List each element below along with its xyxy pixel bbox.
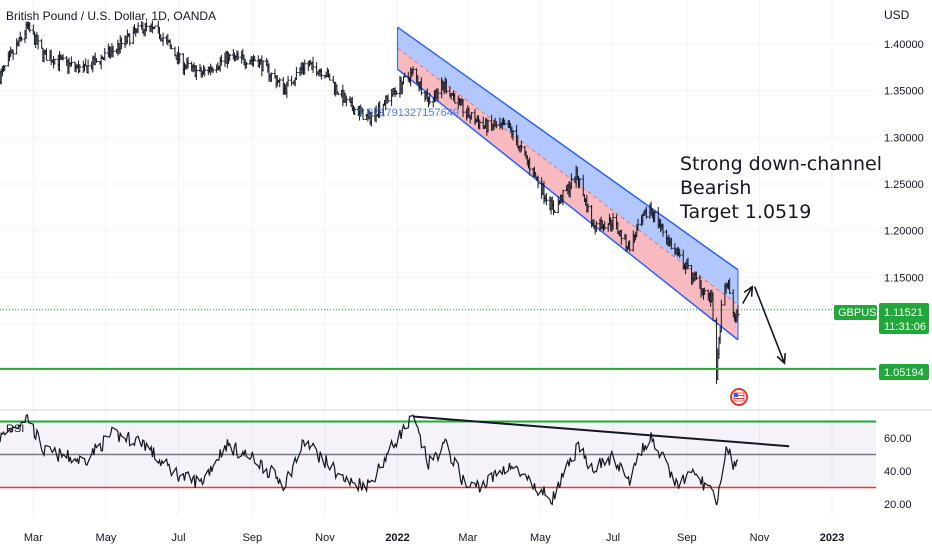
x-tick-label: Sep <box>677 532 697 544</box>
price-axis[interactable]: 1.40000 1.35000 1.30000 1.25000 1.20000 1.150… <box>884 39 924 511</box>
last-price: 1.11521 <box>884 307 923 319</box>
channel-upper-fill <box>397 27 738 305</box>
x-tick-label: Nov <box>750 532 770 544</box>
rsi-line <box>0 413 739 506</box>
grid <box>0 0 932 518</box>
projection-arrow-2-head <box>776 353 787 365</box>
target-badge <box>879 364 929 380</box>
annotation-note[interactable]: Strong down-channel Bearish Target 1.051… <box>679 153 882 223</box>
x-tick-label: Mar <box>458 532 477 544</box>
symbol-label: GBPUSD <box>838 307 885 319</box>
target-price-tag[interactable]: 1.05194 <box>879 364 929 380</box>
us-flag-icon[interactable] <box>730 388 748 406</box>
bar-countdown: 11:31:06 <box>884 321 926 333</box>
horizontal-levels[interactable] <box>0 309 876 370</box>
rsi-tick-label: 60.00 <box>884 433 912 445</box>
price-tick-label: 1.35000 <box>884 86 924 98</box>
projection-arrows[interactable] <box>742 285 787 365</box>
x-tick-label: Jul <box>606 532 620 544</box>
x-tick-label: 2023 <box>820 532 844 544</box>
projection-arrow-2 <box>753 286 786 364</box>
rsi-tick-label: 40.00 <box>884 466 912 478</box>
currency-label: USD <box>884 8 910 22</box>
x-tick-label: Mar <box>24 532 43 544</box>
channel-lower-line <box>397 68 739 341</box>
projection-arrow-1 <box>742 286 753 304</box>
x-axis: Mar May Jul Sep Nov 2022 Mar May Jul Sep Nov 2023 <box>24 532 844 544</box>
price-tick-label: 1.30000 <box>884 132 924 144</box>
x-tick-label: May <box>530 532 551 544</box>
instrument-title: British Pound / U.S. Dollar, 1D, OANDA <box>6 9 216 23</box>
price-tick-label: 1.40000 <box>884 39 924 51</box>
price-badge <box>879 303 929 334</box>
x-tick-label: Nov <box>315 532 335 544</box>
channel-price-label: 1.071791327157649 <box>358 107 459 119</box>
target-price: 1.05194 <box>884 367 924 379</box>
x-tick-label: 2022 <box>385 532 409 544</box>
last-price-tag[interactable]: GBPUSD 1.11521 11:31:06 <box>834 303 929 334</box>
rsi-label: RSI <box>6 423 24 435</box>
price-tick-label: 1.20000 <box>884 226 924 238</box>
channel-upper-line <box>397 26 739 271</box>
channel-mid-line <box>397 47 739 306</box>
projection-arrow-1-head <box>743 285 754 297</box>
price-candles <box>0 20 740 385</box>
price-tick-label: 1.15000 <box>884 272 924 284</box>
note-line-2: Bearish <box>680 177 751 199</box>
rsi-panel <box>0 413 876 506</box>
price-tick-label: 1.25000 <box>884 179 924 191</box>
x-tick-label: May <box>96 532 117 544</box>
rsi-trendline <box>412 415 790 448</box>
rsi-tick-label: 20.00 <box>884 499 912 511</box>
note-line-3: Target 1.0519 <box>679 201 811 223</box>
note-line-1: Strong down-channel <box>680 153 882 175</box>
symbol-badge <box>834 305 877 320</box>
x-tick-label: Sep <box>243 532 263 544</box>
x-tick-label: Jul <box>172 532 186 544</box>
